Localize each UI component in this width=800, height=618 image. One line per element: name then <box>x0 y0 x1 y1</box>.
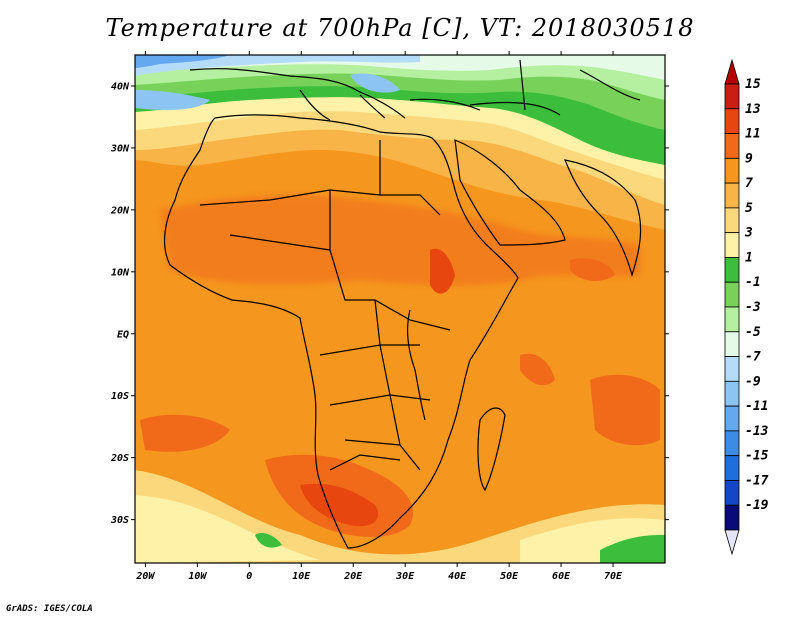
colorbar-label: -7 <box>745 350 761 365</box>
field-ethiopia-13 <box>430 248 455 294</box>
lat-tick-label: EQ <box>117 329 129 340</box>
lon-tick-label: 70E <box>604 571 623 582</box>
colorbar-label: -5 <box>745 325 761 340</box>
colorbar-swatch <box>724 331 740 357</box>
arabia-coastline <box>454 139 566 246</box>
field-northwest-m11 <box>135 55 230 68</box>
colorbar-top-arrow <box>724 58 740 85</box>
colorbar-swatch <box>724 504 740 531</box>
lat-tick-label: 40N <box>111 81 130 92</box>
colorbar-label: 9 <box>745 151 753 166</box>
europe-peninsulas <box>299 89 481 121</box>
colorbar-bottom-arrow <box>724 529 740 556</box>
field-sahel-11 <box>160 194 640 286</box>
colorbar-swatch <box>724 83 740 110</box>
colorbar-label: -15 <box>745 449 769 464</box>
lat-tick-label: 20S <box>110 453 129 464</box>
field-indian-ocean-11 <box>590 374 660 446</box>
colorbar-label: -13 <box>745 424 769 439</box>
colorbar-swatch <box>724 306 740 333</box>
colorbar-label: -1 <box>745 275 761 290</box>
temperature-field <box>135 55 665 563</box>
lon-tick-label: 30E <box>395 571 415 582</box>
lat-tick-label: 10S <box>111 391 129 402</box>
field-arabian-sea-11 <box>570 258 615 282</box>
lon-tick-label: 50E <box>500 571 519 582</box>
map-title: Temperature at 700hPa [C], VT: 201803051… <box>105 14 695 42</box>
lat-tick-label: 10N <box>111 267 130 278</box>
colorbar-swatch <box>724 405 740 432</box>
colorbar-label: 1 <box>745 250 753 265</box>
colorbar-label: -17 <box>745 473 769 488</box>
lon-tick-label: 20W <box>135 571 155 582</box>
country-borders <box>199 140 451 471</box>
colorbar-swatch <box>724 232 740 258</box>
india-coastline <box>564 159 642 278</box>
colorbar-swatch <box>724 380 740 407</box>
lat-tick-label: 20N <box>110 205 130 216</box>
lon-tick-label: 20E <box>343 571 363 582</box>
colorbar-label: 11 <box>745 127 761 142</box>
colorbar-swatch <box>724 480 740 506</box>
africa-coastline <box>164 114 519 549</box>
colorbar-swatch <box>724 257 740 283</box>
colorbar-swatch <box>724 207 740 234</box>
field-europe-m9 <box>350 73 400 93</box>
colorbar-label: 13 <box>745 102 761 117</box>
colorbar-swatch <box>724 356 740 382</box>
rift-lakes <box>406 309 426 421</box>
colorbar-swatch <box>724 108 740 134</box>
asia-borders <box>469 59 641 116</box>
field-north-m7 <box>135 55 420 76</box>
colorbar-swatch <box>724 455 740 481</box>
colorbar-label: 5 <box>745 201 753 216</box>
colorbar-label: -9 <box>745 374 761 389</box>
latitude-axis: 40N 30N 20N 10N EQ 10S 20S 30S <box>110 81 669 526</box>
colorbar: 15 13 11 9 7 5 3 1 -1 -3 -5 -7 -9 -11 -13 -15 -17 -19 <box>724 58 769 556</box>
europe-coastline <box>189 68 406 119</box>
field-north-m3 <box>135 55 665 100</box>
field-south-atlantic-11 <box>140 414 230 452</box>
coastlines <box>164 59 642 549</box>
colorbar-label: -3 <box>745 300 761 315</box>
colorbar-swatch <box>724 157 740 184</box>
field-southeast-1 <box>600 535 665 563</box>
lat-tick-label: 30S <box>110 515 129 526</box>
lat-tick-label: 30N <box>110 143 130 154</box>
lon-tick-label: 60E <box>552 571 571 582</box>
plot-frame <box>134 54 666 564</box>
colorbar-label: 3 <box>744 226 753 241</box>
colorbar-swatch <box>724 281 740 308</box>
field-northwest-m9 <box>135 90 210 110</box>
lon-tick-label: 0 <box>246 571 252 582</box>
field-southern-africa-13 <box>300 483 379 527</box>
field-south-1 <box>255 533 282 548</box>
lon-tick-label: 10E <box>292 571 311 582</box>
colorbar-label: 15 <box>745 77 761 92</box>
field-indian-ocean-east-11 <box>520 353 555 386</box>
colorbar-label: -19 <box>745 498 769 513</box>
colorbar-swatch <box>724 133 740 159</box>
lon-tick-label: 10W <box>188 571 207 582</box>
grads-credit: GrADS: IGES/COLA <box>6 604 93 614</box>
madagascar-coastline <box>477 407 506 492</box>
lon-tick-label: 40E <box>448 571 467 582</box>
colorbar-label: -11 <box>745 399 768 414</box>
colorbar-swatch <box>724 430 740 457</box>
colorbar-swatch <box>724 182 740 209</box>
colorbar-label: 7 <box>745 176 753 191</box>
longitude-axis: 20W 10W 0 10E 20E 30E 40E 50E 60E 70E <box>135 51 623 582</box>
